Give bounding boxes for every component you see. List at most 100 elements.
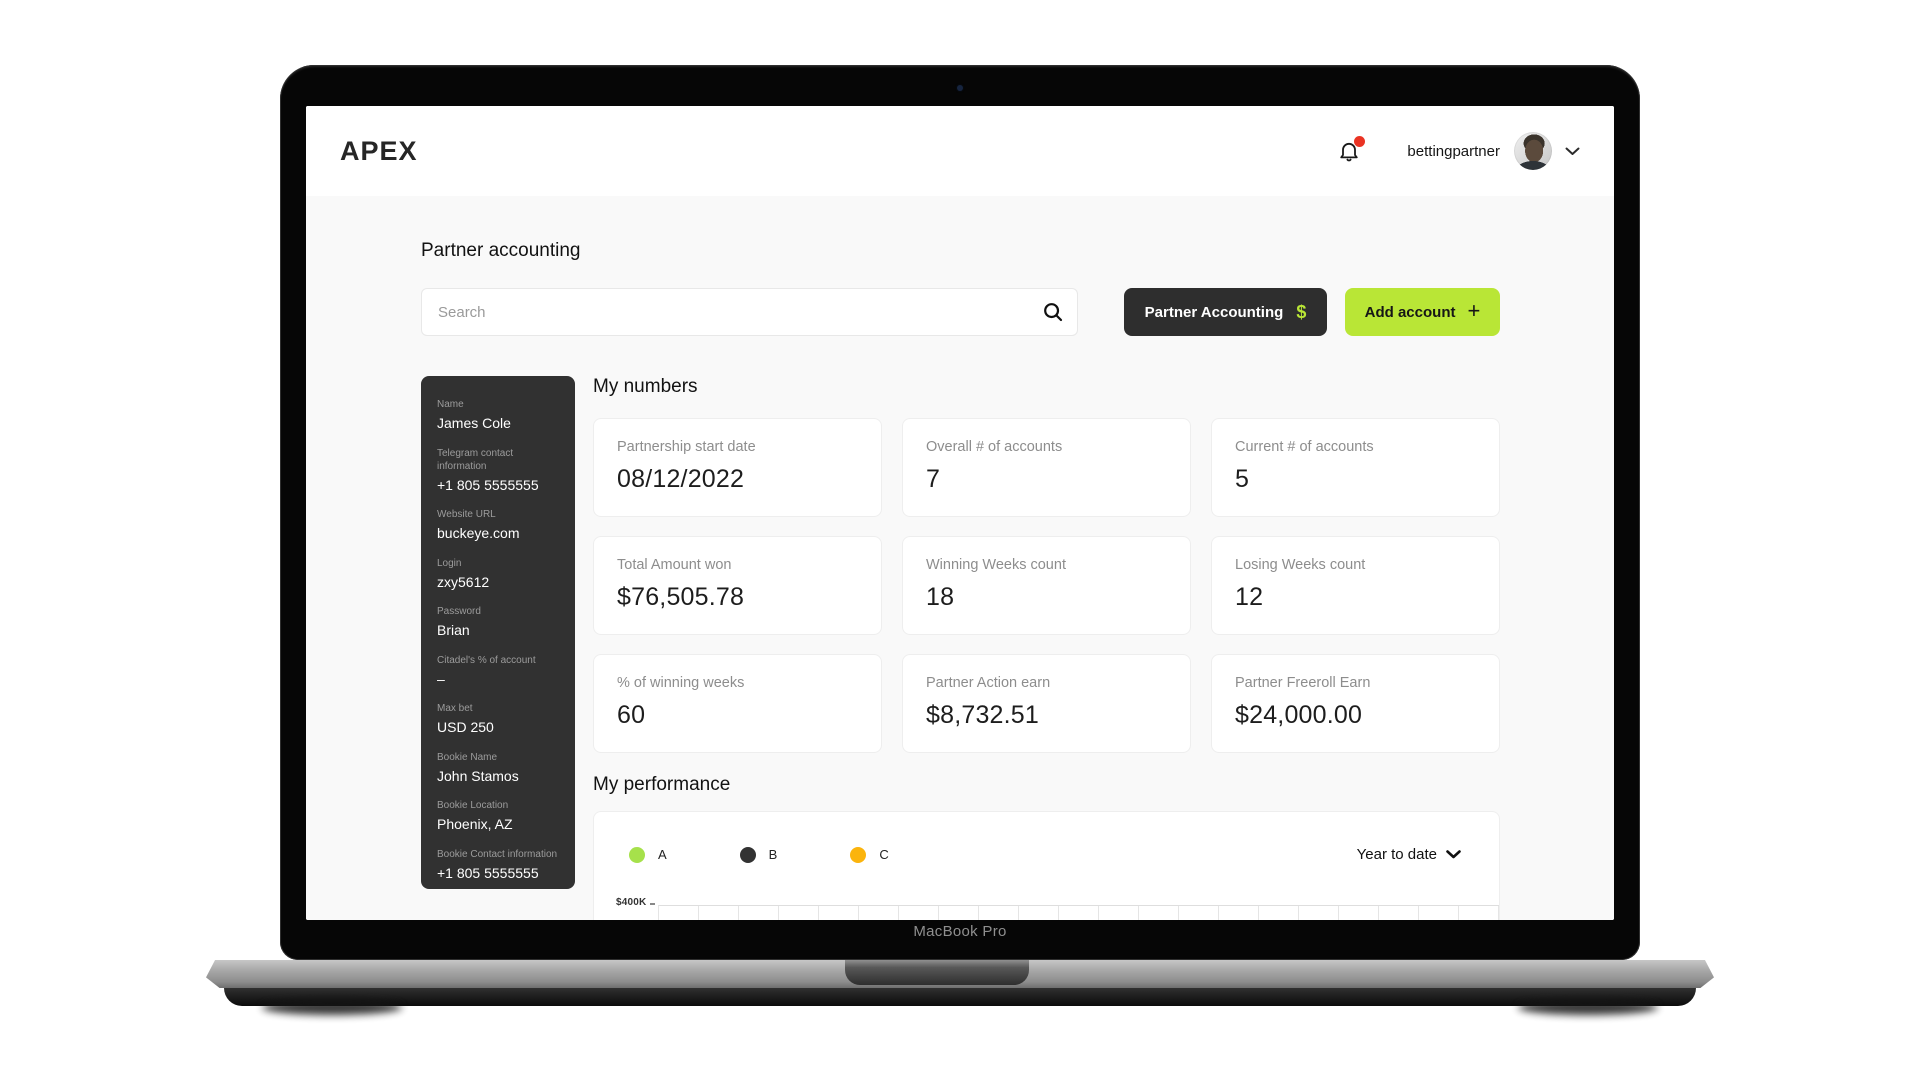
stat-card: Total Amount won $76,505.78 <box>593 536 882 635</box>
stat-card-value: 18 <box>926 583 955 611</box>
legend-dot <box>629 846 645 863</box>
profile-field-label: Bookie Name <box>437 751 498 763</box>
main-column: My numbers Partnership start date 08/12/… <box>593 376 1500 920</box>
profile-field-value: zxy5612 <box>437 573 490 590</box>
stat-card-value: 60 <box>617 701 646 729</box>
profile-field-value: James Cole <box>437 415 511 431</box>
unread-badge <box>1354 136 1366 147</box>
profile-field-label: Name <box>437 399 464 410</box>
stat-card: Winning Weeks count 18 <box>902 536 1191 635</box>
notifications-button[interactable] <box>1337 136 1366 163</box>
my-performance-title: My performance <box>593 774 731 795</box>
laptop-lid-notch <box>845 960 1029 985</box>
stat-card-label: Overall # of accounts <box>926 439 1063 455</box>
app-body: Partner accounting <box>306 196 1614 920</box>
profile-field-label: Max bet <box>437 703 473 714</box>
profile-field-label: Telegram contact information <box>437 447 514 472</box>
date-range-selector[interactable]: Year to date <box>1357 846 1461 863</box>
partner-accounting-button[interactable]: Partner Accounting $ <box>1124 288 1327 336</box>
laptop-foot-shadow <box>1518 1000 1658 1015</box>
performance-card: A B C <box>593 811 1500 920</box>
search-input[interactable] <box>421 288 1078 336</box>
profile-field: Login zxy5612 <box>437 557 559 592</box>
stat-card-value: 08/12/2022 <box>617 465 745 493</box>
app-header: APEX bettingpartner <box>306 106 1614 196</box>
profile-field-value: – <box>437 670 445 687</box>
page-title: Partner accounting <box>421 240 581 261</box>
profile-field-label: Citadel's % of account <box>437 654 536 666</box>
stat-card-label: Current # of accounts <box>1235 439 1374 455</box>
header-right: bettingpartner <box>1337 132 1580 170</box>
legend-items: A B C <box>629 846 962 863</box>
stat-card: % of winning weeks 60 <box>593 654 882 753</box>
partner-profile-card: Name James Cole Telegram contact informa… <box>421 376 575 889</box>
stat-card-label: Partnership start date <box>617 439 756 455</box>
stat-card-label: Partner Freeroll Earn <box>1235 675 1371 691</box>
profile-field: Website URL buckeye.com <box>437 508 559 543</box>
profile-field: Max bet USD 250 <box>437 702 559 737</box>
chevron-down-icon <box>1446 850 1461 859</box>
profile-field-label: Bookie Contact information <box>437 848 558 860</box>
profile-field-value: Phoenix, AZ <box>437 816 513 832</box>
profile-field: Bookie Name John Stamos <box>437 751 559 786</box>
profile-field-value: +1 805 5555555 <box>437 864 539 881</box>
partner-accounting-label: Partner Accounting <box>1144 303 1284 321</box>
search-icon[interactable] <box>1043 302 1063 322</box>
stat-card: Partner Freeroll Earn $24,000.00 <box>1211 654 1500 753</box>
stat-card-value: $24,000.00 <box>1235 701 1363 729</box>
legend-item[interactable]: B <box>739 846 778 863</box>
account-menu-toggle[interactable] <box>1565 147 1580 156</box>
legend-dot <box>850 846 867 863</box>
plus-icon: + <box>1467 297 1481 323</box>
date-range-label: Year to date <box>1356 846 1437 863</box>
stat-card-label: Total Amount won <box>617 557 732 573</box>
profile-field: Password Brian <box>437 605 559 640</box>
laptop-lid: APEX bettingpartner <box>280 65 1640 960</box>
profile-field: Bookie Location Phoenix, AZ <box>437 799 559 834</box>
profile-field-value: buckeye.com <box>437 525 520 541</box>
profile-field-value: USD 250 <box>437 719 494 735</box>
search-box <box>421 288 1078 336</box>
profile-field-label: Website URL <box>437 509 496 520</box>
apex-app: APEX bettingpartner <box>306 106 1614 920</box>
my-numbers-grid: Partnership start date 08/12/2022 Overal… <box>593 418 1500 753</box>
stat-card-value: 7 <box>926 465 941 493</box>
stat-card-value: $8,732.51 <box>926 701 1040 729</box>
profile-field: Bookie Contact information +1 805 555555… <box>437 848 559 883</box>
stat-card: Losing Weeks count 12 <box>1211 536 1500 635</box>
stat-card-value: 12 <box>1235 583 1264 611</box>
account-username[interactable]: bettingpartner <box>1407 142 1500 160</box>
profile-field: Name James Cole <box>437 398 559 433</box>
avatar[interactable] <box>1514 132 1552 170</box>
profile-field-label: Password <box>437 606 481 617</box>
stat-card-label: Losing Weeks count <box>1235 557 1366 573</box>
legend-dot <box>739 846 756 863</box>
performance-chart: $400K <box>616 897 1499 920</box>
stat-card-label: Partner Action earn <box>926 675 1051 691</box>
legend-item[interactable]: A <box>629 846 667 863</box>
stat-card: Partner Action earn $8,732.51 <box>902 654 1191 753</box>
stat-card-value: $76,505.78 <box>617 583 745 611</box>
chevron-down-icon <box>1565 147 1580 155</box>
profile-field-label: Bookie Location <box>437 800 509 811</box>
y-axis-tick-label: $400K <box>616 897 647 908</box>
add-account-button[interactable]: Add account + <box>1345 288 1500 336</box>
dollar-icon: $ <box>1296 301 1307 322</box>
profile-field: Telegram contact information +1 805 5555… <box>437 447 559 495</box>
legend-label: A <box>658 847 667 862</box>
stat-card-label: % of winning weeks <box>617 675 745 691</box>
toolbar: Partner Accounting $ Add account + <box>421 288 1500 336</box>
stat-card-label: Winning Weeks count <box>926 557 1066 573</box>
legend-item[interactable]: C <box>850 846 889 863</box>
legend-label: B <box>768 847 778 862</box>
my-numbers-title: My numbers <box>593 376 698 397</box>
add-account-label: Add account <box>1364 303 1456 321</box>
webcam-dot <box>957 85 963 91</box>
profile-field-value: John Stamos <box>437 767 519 784</box>
device-label: MacBook Pro <box>913 923 1007 940</box>
profile-field-label: Login <box>437 557 462 569</box>
stat-card: Partnership start date 08/12/2022 <box>593 418 882 517</box>
apex-logo: APEX <box>340 135 418 166</box>
bell-icon <box>1340 142 1359 162</box>
